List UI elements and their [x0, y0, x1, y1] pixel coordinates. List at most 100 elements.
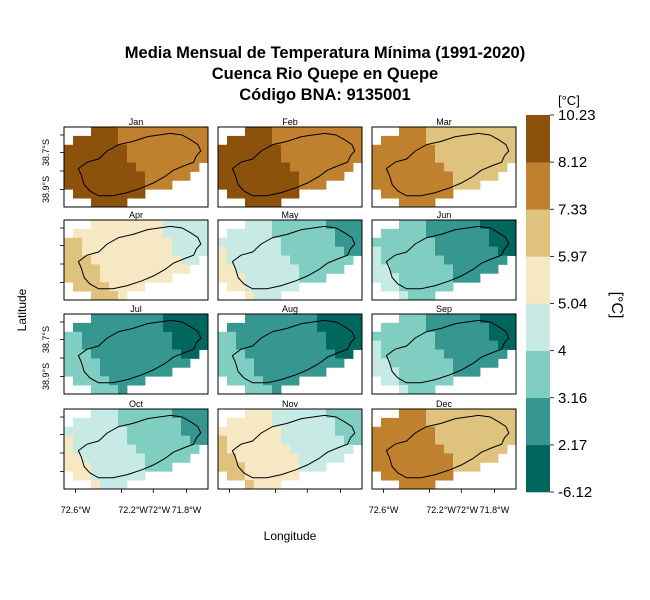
grid-cell	[353, 435, 363, 445]
grid-cell	[317, 358, 327, 368]
grid-cell	[127, 237, 137, 248]
grid-cell	[254, 409, 264, 419]
grid-cell	[199, 144, 209, 155]
grid-cell	[272, 228, 282, 239]
grid-cell	[109, 417, 119, 428]
grid-cell	[317, 273, 327, 283]
grid-cell	[408, 385, 418, 395]
grid-cell	[154, 453, 164, 463]
grid-cell	[172, 358, 182, 368]
grid-cell	[290, 462, 300, 472]
grid-cell	[82, 153, 92, 163]
grid-cell	[308, 246, 318, 256]
grid-cell	[426, 135, 436, 146]
grid-cell	[381, 282, 391, 292]
grid-cell	[64, 426, 74, 437]
grid-cell	[507, 409, 517, 419]
grid-cell	[118, 237, 128, 248]
grid-cell	[136, 135, 146, 146]
grid-cell	[335, 340, 345, 350]
grid-cell	[480, 322, 490, 333]
grid-cell	[263, 171, 273, 181]
grid-cell	[489, 144, 499, 155]
grid-cell	[480, 358, 490, 368]
basin-outline	[385, 414, 510, 479]
grid-cell	[145, 144, 155, 155]
grid-cell	[480, 127, 490, 137]
grid-cell	[489, 349, 499, 359]
grid-cell	[453, 409, 463, 419]
grid-cell	[390, 426, 400, 437]
grid-cell	[507, 135, 517, 146]
grid-cell	[263, 144, 273, 155]
colorbar-tick-label: 2.17	[558, 437, 587, 454]
grid-cell	[181, 322, 191, 333]
grid-cell	[245, 246, 255, 256]
grid-cell	[163, 153, 173, 163]
grid-cell	[344, 220, 354, 230]
grid-cell	[91, 385, 101, 395]
grid-cell	[145, 228, 155, 239]
grid-cell	[172, 444, 182, 454]
grid-cell	[399, 435, 409, 445]
panel-title: Oct	[129, 399, 144, 409]
grid-cell	[91, 127, 101, 137]
grid-cell	[181, 453, 191, 463]
grid-cell	[218, 444, 228, 454]
grid-cell	[408, 367, 418, 377]
grid-cell	[281, 322, 291, 333]
grid-cell	[145, 220, 155, 230]
panel-jan: Jan	[60, 117, 209, 208]
grid-cell	[190, 417, 200, 428]
grid-cell	[372, 462, 382, 472]
grid-cell	[417, 282, 427, 292]
grid-cell	[308, 237, 318, 248]
grid-cell	[136, 367, 146, 377]
grid-cell	[154, 237, 164, 248]
grid-cell	[82, 237, 92, 248]
grid-cell	[507, 435, 517, 445]
grid-cell	[281, 189, 291, 199]
grid-cell	[480, 314, 490, 324]
grid-cell	[245, 198, 255, 208]
grid-cell	[190, 246, 200, 256]
grid-cell	[245, 453, 255, 463]
grid-cell	[109, 264, 119, 274]
grid-cell	[507, 417, 517, 428]
grid-cell	[145, 237, 155, 248]
grid-cell	[372, 264, 382, 274]
grid-cell	[390, 144, 400, 155]
grid-cell	[118, 385, 128, 395]
grid-cell	[444, 462, 454, 472]
grid-cell	[372, 237, 382, 248]
grid-cell	[372, 453, 382, 463]
grid-cell	[507, 127, 517, 137]
grid-cell	[417, 426, 427, 437]
grid-cell	[199, 135, 209, 146]
grid-cell	[399, 255, 409, 265]
grid-cell	[91, 291, 101, 301]
grid-cell	[227, 426, 237, 437]
grid-cell	[109, 444, 119, 454]
grid-cell	[73, 228, 83, 239]
grid-cell	[118, 220, 128, 230]
grid-cell	[326, 417, 336, 428]
grid-cell	[290, 349, 300, 359]
grid-cell	[453, 255, 463, 265]
y-tick-label: 38.7°S	[41, 139, 51, 166]
grid-cell	[73, 426, 83, 437]
grid-cell	[100, 255, 110, 265]
grid-cell	[353, 331, 363, 342]
grid-cell	[353, 246, 363, 256]
grid-cell	[118, 246, 128, 256]
colorbar-tick-label: 10.23	[558, 107, 596, 124]
grid-cell	[272, 349, 282, 359]
grid-cell	[100, 135, 110, 146]
grid-cell	[236, 435, 246, 445]
grid-cell	[91, 426, 101, 437]
grid-cell	[136, 127, 146, 137]
grid-cell	[91, 237, 101, 248]
grid-cell	[417, 480, 427, 490]
grid-cell	[272, 314, 282, 324]
grid-cell	[381, 273, 391, 283]
